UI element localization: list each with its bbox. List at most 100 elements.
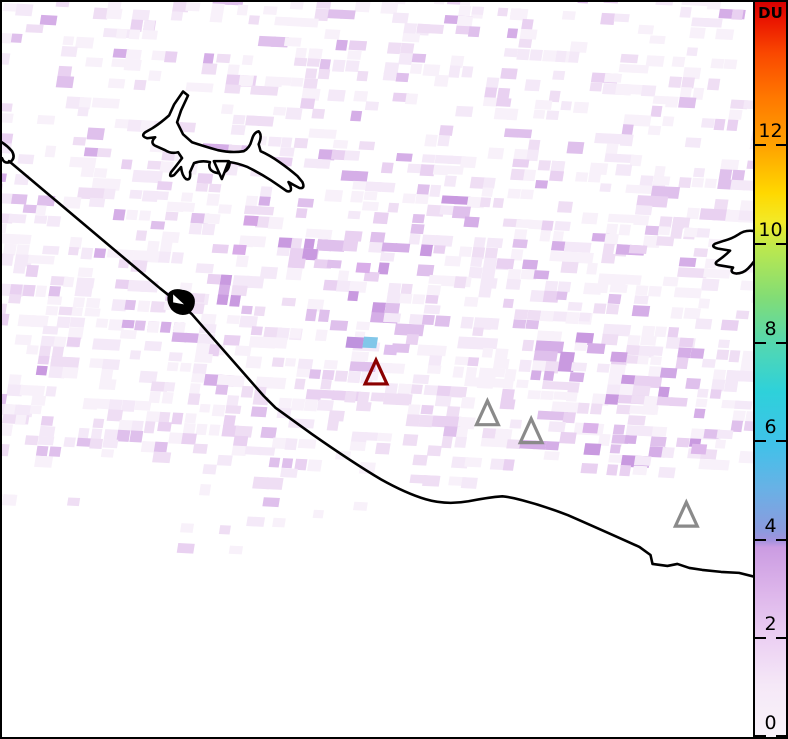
- so2-pixel: [686, 47, 699, 57]
- so2-pixel: [85, 297, 101, 309]
- so2-pixel: [290, 77, 304, 87]
- so2-pixel: [164, 211, 179, 221]
- so2-pixel: [100, 368, 114, 380]
- so2-pixel: [308, 128, 324, 139]
- so2-pixel: [195, 343, 213, 355]
- so2-pixel: [693, 408, 706, 419]
- so2-pixel: [406, 163, 423, 174]
- so2-pixel: [461, 66, 474, 78]
- so2-pixel: [407, 404, 421, 415]
- so2-pixel: [180, 523, 195, 533]
- so2-pixel: [185, 2, 201, 12]
- so2-pixel: [357, 391, 370, 404]
- so2-pixel: [2, 283, 12, 297]
- so2-pixel: [146, 321, 160, 333]
- so2-pixel: [146, 160, 164, 170]
- so2-pixel: [194, 353, 213, 364]
- so2-pixel: [402, 434, 419, 447]
- so2-pixel: [434, 315, 451, 327]
- lake-inlet-spike: [212, 159, 231, 181]
- so2-pixel: [586, 342, 606, 355]
- so2-pixel: [529, 49, 543, 61]
- so2-pixel: [340, 9, 356, 20]
- so2-pixel: [439, 205, 455, 216]
- so2-pixel: [2, 233, 8, 244]
- so2-pixel: [271, 437, 289, 450]
- so2-pixel: [256, 206, 275, 216]
- so2-pixel: [560, 261, 579, 274]
- so2-pixel: [636, 114, 652, 127]
- so2-pixel: [442, 426, 461, 438]
- so2-pixel: [492, 358, 510, 370]
- so2-pixel: [684, 137, 702, 148]
- so2-pixel: [557, 361, 575, 373]
- so2-pixel: [478, 287, 492, 298]
- so2-pixel: [594, 132, 611, 144]
- so2-pixel: [66, 337, 81, 348]
- so2-pixel: [561, 10, 576, 20]
- so2-pixel: [33, 215, 48, 224]
- so2-pixel: [452, 366, 465, 378]
- so2-pixel: [635, 285, 649, 296]
- so2-pixel: [198, 484, 212, 496]
- so2-pixel: [605, 143, 619, 155]
- so2-pixel: [494, 348, 509, 360]
- so2-pixel: [14, 414, 27, 425]
- so2-pixel: [158, 411, 171, 423]
- so2-pixel: [545, 441, 560, 451]
- so2-pixel: [306, 298, 325, 312]
- so2-pixel: [82, 397, 99, 410]
- so2-pixel: [102, 439, 119, 449]
- so2-pixel: [327, 9, 343, 19]
- so2-pixel: [624, 354, 640, 364]
- so2-pixel: [619, 464, 632, 477]
- so2-pixel: [238, 235, 255, 248]
- so2-pixel: [308, 369, 322, 379]
- so2-pixel: [57, 65, 73, 79]
- so2-pixel: [335, 280, 351, 293]
- so2-pixel: [347, 290, 359, 302]
- so2-pixel: [416, 264, 435, 277]
- so2-pixel: [741, 350, 753, 364]
- so2-pixel: [465, 367, 478, 379]
- so2-pixel: [410, 223, 425, 235]
- so2-pixel: [245, 195, 259, 207]
- so2-pixel: [198, 82, 214, 93]
- so2-pixel: [316, 239, 333, 252]
- so2-pixel: [454, 436, 467, 448]
- so2-pixel: [649, 436, 667, 447]
- so2-pixel: [216, 454, 233, 466]
- so2-pixel: [231, 445, 247, 456]
- so2-pixel: [483, 337, 499, 350]
- so2-pixel: [265, 477, 281, 490]
- so2-pixel: [326, 420, 340, 431]
- so2-pixel: [121, 399, 136, 412]
- so2-pixel: [248, 336, 264, 348]
- so2-pixel: [301, 248, 319, 261]
- colorbar-tick-4: [755, 538, 766, 541]
- so2-pixel: [85, 57, 104, 68]
- so2-pixel: [324, 29, 341, 40]
- so2-pixel: [746, 160, 753, 170]
- so2-pixel: [383, 62, 400, 75]
- so2-pixel: [640, 85, 657, 97]
- so2-pixel: [387, 282, 402, 296]
- so2-pixel: [314, 329, 328, 342]
- colorbar-tick-label-2: 2: [764, 613, 777, 636]
- so2-pixel: [337, 270, 350, 283]
- erupting-volcano-marker: [362, 356, 390, 386]
- colorbar: DU 12 10 8 6 4 2 0: [753, 0, 788, 739]
- so2-pixel: [30, 395, 47, 406]
- so2-pixel: [377, 182, 396, 193]
- so2-pixel: [77, 187, 93, 200]
- so2-pixel: [297, 438, 317, 449]
- so2-pixel: [575, 332, 595, 346]
- so2-pixel: [470, 337, 486, 349]
- so2-pixel: [647, 285, 662, 297]
- so2-pixel: [542, 290, 560, 303]
- so2-pixel: [16, 404, 34, 418]
- so2-pixel: [132, 250, 148, 263]
- so2-pixel: [681, 77, 696, 89]
- so2-pixel: [6, 384, 24, 397]
- so2-pixel: [479, 197, 492, 208]
